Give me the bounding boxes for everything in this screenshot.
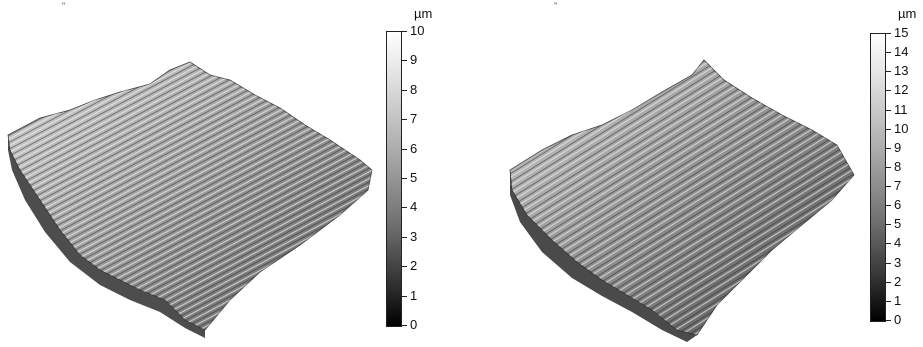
surface-3d-left [7, 61, 373, 338]
colorbar-tick-label: 3 [894, 254, 902, 270]
colorbar-tick-label: 8 [894, 158, 902, 174]
colorbar-tick-label: 6 [894, 197, 902, 213]
colorbar-tick-label: 4 [410, 199, 418, 215]
colorbar-tick-label: 14 [894, 44, 909, 60]
unit-label-left: µm [414, 6, 433, 21]
colorbar-tick-line [886, 90, 891, 92]
colorbar-tick-line [886, 52, 891, 54]
colorbar-right [870, 33, 886, 322]
colorbar-tick-line [886, 147, 891, 149]
colorbar-tick-label: 7 [410, 111, 418, 127]
colorbar-tick-label: 9 [894, 139, 902, 155]
colorbar-tick-line [402, 119, 407, 121]
colorbar-tick-label: 0 [410, 317, 418, 332]
colorbar-tick-line [886, 186, 891, 188]
colorbar-tick-label: 2 [410, 258, 418, 274]
colorbar-tick-line [402, 178, 407, 179]
colorbar-tick-label: 2 [894, 273, 902, 289]
colorbar-tick-line [402, 207, 407, 209]
colorbar-tick-label: 1 [410, 287, 418, 303]
colorbar-tick-line [402, 89, 407, 91]
colorbar-tick-label: 3 [410, 228, 418, 244]
colorbar-left [386, 31, 402, 327]
surface-panel-right: ” µm 15 14 13 12 11 10 9 8 7 6 5 4 3 2 1 0 [462, 0, 923, 347]
colorbar-tick-line [886, 320, 891, 321]
colorbar-tick-label: 0 [894, 312, 902, 327]
colorbar-tick-label: 4 [894, 235, 902, 251]
colorbar-tick-line [402, 148, 407, 150]
colorbar-tick-line [886, 224, 891, 226]
colorbar-tick-label: 13 [894, 63, 909, 79]
colorbar-tick-line [886, 281, 891, 283]
colorbar-tick-label: 15 [894, 25, 909, 40]
colorbar-tick-label: 7 [894, 178, 902, 194]
colorbar-tick-line [402, 60, 407, 62]
colorbar-tick-label: 5 [410, 170, 418, 185]
unit-label-right: µm [898, 6, 917, 21]
colorbar-tick-label: 10 [894, 120, 909, 136]
colorbar-tick-line [886, 205, 891, 207]
colorbar-tick-label: 10 [410, 23, 425, 38]
colorbar-tick-line [886, 71, 891, 73]
colorbar-tick-label: 5 [894, 216, 902, 232]
colorbar-tick-line [886, 262, 891, 264]
colorbar-tick-line [402, 266, 407, 268]
colorbar-tick-label: 9 [410, 52, 418, 68]
colorbar-tick-label: 1 [894, 292, 902, 308]
colorbar-tick-label: 11 [894, 101, 908, 117]
surface-side-right [510, 170, 697, 342]
colorbar-tick-line [886, 128, 891, 130]
colorbar-tick-label: 8 [410, 81, 418, 97]
top-mark-left: ” [62, 1, 65, 11]
surface-panel-left: ” µm 10 9 8 7 6 5 4 3 2 1 0 [0, 0, 460, 347]
colorbar-tick-line [886, 300, 891, 302]
colorbar-tick-line [886, 109, 891, 111]
colorbar-tick-label: 12 [894, 82, 909, 98]
colorbar-tick-line [402, 31, 407, 32]
top-mark-right: ” [554, 1, 557, 11]
colorbar-tick-line [402, 236, 407, 238]
colorbar-tick-label: 6 [410, 140, 418, 156]
colorbar-tick-line [886, 33, 891, 34]
colorbar-tick-line [886, 243, 891, 245]
colorbar-tick-line [402, 295, 407, 297]
colorbar-tick-line [402, 325, 407, 326]
colorbar-tick-line [886, 166, 891, 168]
surface-3d-right [509, 59, 855, 342]
